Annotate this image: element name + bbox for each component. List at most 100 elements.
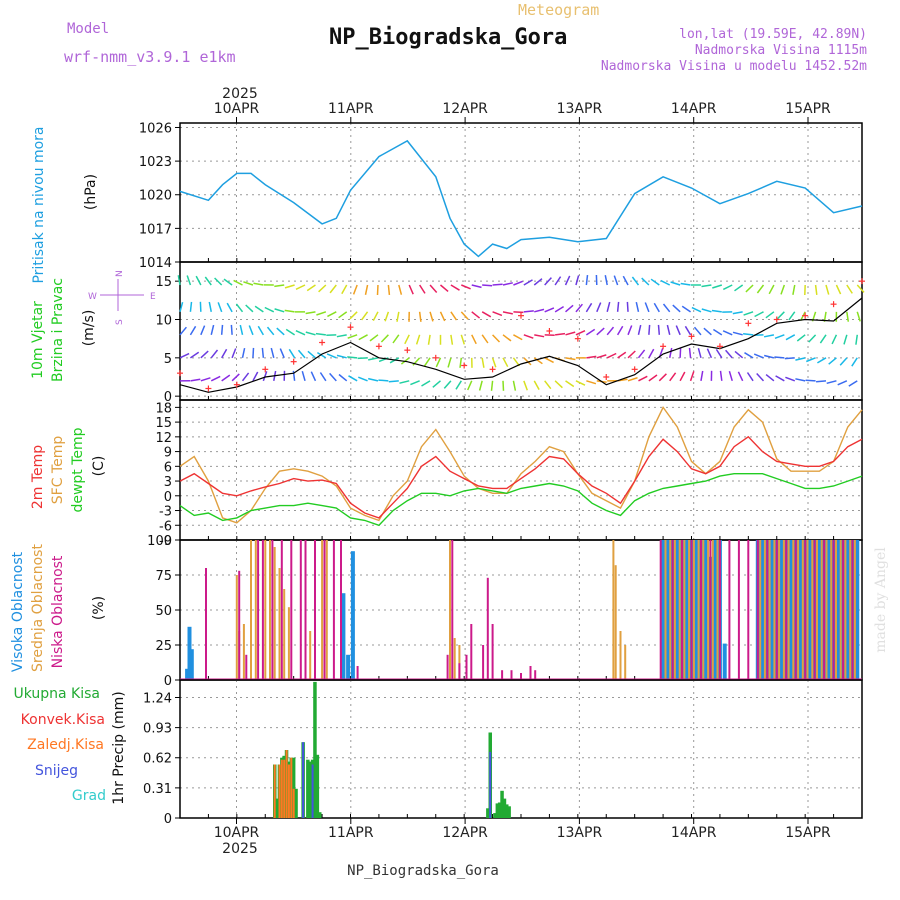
y-tick-label: 5 bbox=[164, 352, 172, 367]
wind-arrow bbox=[774, 334, 785, 340]
wind-arrow bbox=[523, 310, 534, 313]
cloud-high-bar bbox=[855, 540, 860, 680]
wind-arrow bbox=[318, 284, 327, 293]
cloud-mid-bar bbox=[782, 540, 785, 680]
cloud-mid-bar bbox=[269, 540, 271, 680]
wind-arrow bbox=[317, 351, 327, 359]
wind-arrow bbox=[307, 350, 316, 359]
wind-arrow bbox=[284, 309, 295, 313]
wind-arrow bbox=[279, 348, 285, 359]
cloud-high-bar bbox=[684, 540, 689, 680]
wind-arrow bbox=[223, 278, 233, 286]
wind-arrow bbox=[846, 311, 850, 322]
wind-arrow bbox=[795, 357, 806, 361]
wind-arrow bbox=[262, 371, 268, 382]
wind-arrow bbox=[684, 325, 692, 336]
wind-ylabel-1: 10m Vjetar bbox=[30, 301, 46, 379]
cloud-mid-bar bbox=[453, 638, 456, 680]
wind-arrow bbox=[348, 375, 358, 382]
wind-arrow bbox=[808, 334, 817, 343]
precip-legend-strat: Zaledj.Kisa bbox=[27, 737, 104, 753]
temp-unit: (C) bbox=[91, 456, 107, 477]
cloud-mid-bar bbox=[844, 540, 847, 680]
wind-arrow bbox=[179, 352, 190, 359]
wind-arrow bbox=[230, 324, 233, 335]
cloud-mid-bar bbox=[692, 540, 695, 680]
precip-strat-bar bbox=[283, 759, 286, 818]
wind-arrow bbox=[481, 311, 492, 318]
wind-arrow bbox=[179, 302, 184, 313]
wind-arrow bbox=[404, 334, 410, 345]
wind-arrow bbox=[691, 306, 702, 313]
cloud-mid-bar bbox=[792, 540, 795, 680]
elevation-label: Nadmorska Visina 1115m bbox=[695, 43, 867, 58]
y-tick-label: 0.31 bbox=[143, 782, 172, 797]
cloud-low-bar bbox=[261, 540, 264, 680]
y-tick-label: -9 bbox=[159, 534, 172, 549]
wind-arrow bbox=[189, 301, 193, 312]
wind-arrow bbox=[700, 370, 704, 381]
cloud-mid-bar bbox=[853, 540, 856, 680]
wind-arrow bbox=[396, 311, 400, 322]
cloud-high-bar bbox=[836, 540, 841, 680]
y-tick-label: 1026 bbox=[139, 121, 172, 136]
wind-arrow bbox=[195, 275, 202, 286]
cloud-low-bar bbox=[681, 540, 683, 680]
wind-arrow bbox=[523, 334, 534, 339]
wind-arrow bbox=[641, 277, 650, 286]
wind-arrow bbox=[459, 357, 463, 368]
precip-legend-conv: Konvek.Kisa bbox=[21, 712, 105, 728]
wind-key-w: W bbox=[88, 292, 97, 302]
wind-arrow bbox=[369, 334, 379, 342]
cloud-low-bar bbox=[332, 540, 335, 680]
cloud-mid-bar bbox=[811, 540, 814, 680]
wind-arrow bbox=[210, 375, 221, 382]
wind-arrow bbox=[825, 284, 830, 295]
cloud-mid-bar bbox=[287, 607, 290, 680]
wind-arrow bbox=[744, 352, 754, 359]
wind-arrow bbox=[288, 348, 296, 359]
wind-arrow bbox=[319, 372, 327, 382]
cloud-mid-bar bbox=[759, 540, 762, 680]
precip-strat-bar bbox=[290, 757, 293, 818]
y-tick-label: 0 bbox=[164, 490, 172, 505]
wind-arrow bbox=[327, 311, 337, 318]
bottom-day-label: 15APR bbox=[785, 825, 831, 841]
wind-arrow bbox=[693, 326, 702, 336]
wind-arrow bbox=[189, 325, 197, 336]
cloud-ylabel-high: Visoka Oblacnost bbox=[10, 551, 26, 672]
cloud-low-bar bbox=[534, 670, 537, 680]
wind-arrow bbox=[357, 357, 368, 360]
cloud-mid-bar bbox=[787, 540, 790, 680]
wind-arrow bbox=[848, 380, 858, 387]
top-date-ticks: 10APR 11APR 12APR 13APR 14APR 15APR bbox=[214, 101, 831, 123]
wind-arrow bbox=[843, 334, 848, 345]
cloud-mid-bar bbox=[825, 540, 828, 680]
top-day-label: 15APR bbox=[785, 101, 831, 117]
cloud-high-bar bbox=[675, 540, 680, 680]
wind-arrow bbox=[315, 332, 326, 336]
wind-arrow bbox=[408, 284, 414, 295]
wind-arrow bbox=[613, 275, 619, 286]
temp-2m-line bbox=[179, 435, 863, 519]
wind-arrow bbox=[305, 331, 316, 336]
cloud-high-bar bbox=[350, 551, 355, 680]
cloud-low-bar bbox=[671, 540, 674, 680]
cloud-low-bar bbox=[501, 670, 504, 680]
wind-arrow bbox=[257, 325, 265, 336]
wind-arrow bbox=[241, 372, 250, 382]
wind-arrow bbox=[728, 370, 733, 382]
wind-arrow bbox=[248, 325, 254, 336]
wind-arrow bbox=[387, 284, 391, 295]
cloud-low-bar bbox=[851, 540, 854, 680]
wind-arrow bbox=[855, 334, 859, 345]
cloud-mid-bar bbox=[830, 540, 833, 680]
wind-arrow bbox=[513, 280, 523, 286]
model-name: wrf-nmm_v3.9.1 e1km bbox=[64, 48, 236, 66]
wind-arrow bbox=[450, 311, 458, 321]
cloud-mid-bar bbox=[619, 631, 622, 680]
wind-arrow bbox=[210, 324, 215, 336]
wind-arrow bbox=[722, 330, 733, 336]
wind-arrow bbox=[544, 357, 554, 364]
